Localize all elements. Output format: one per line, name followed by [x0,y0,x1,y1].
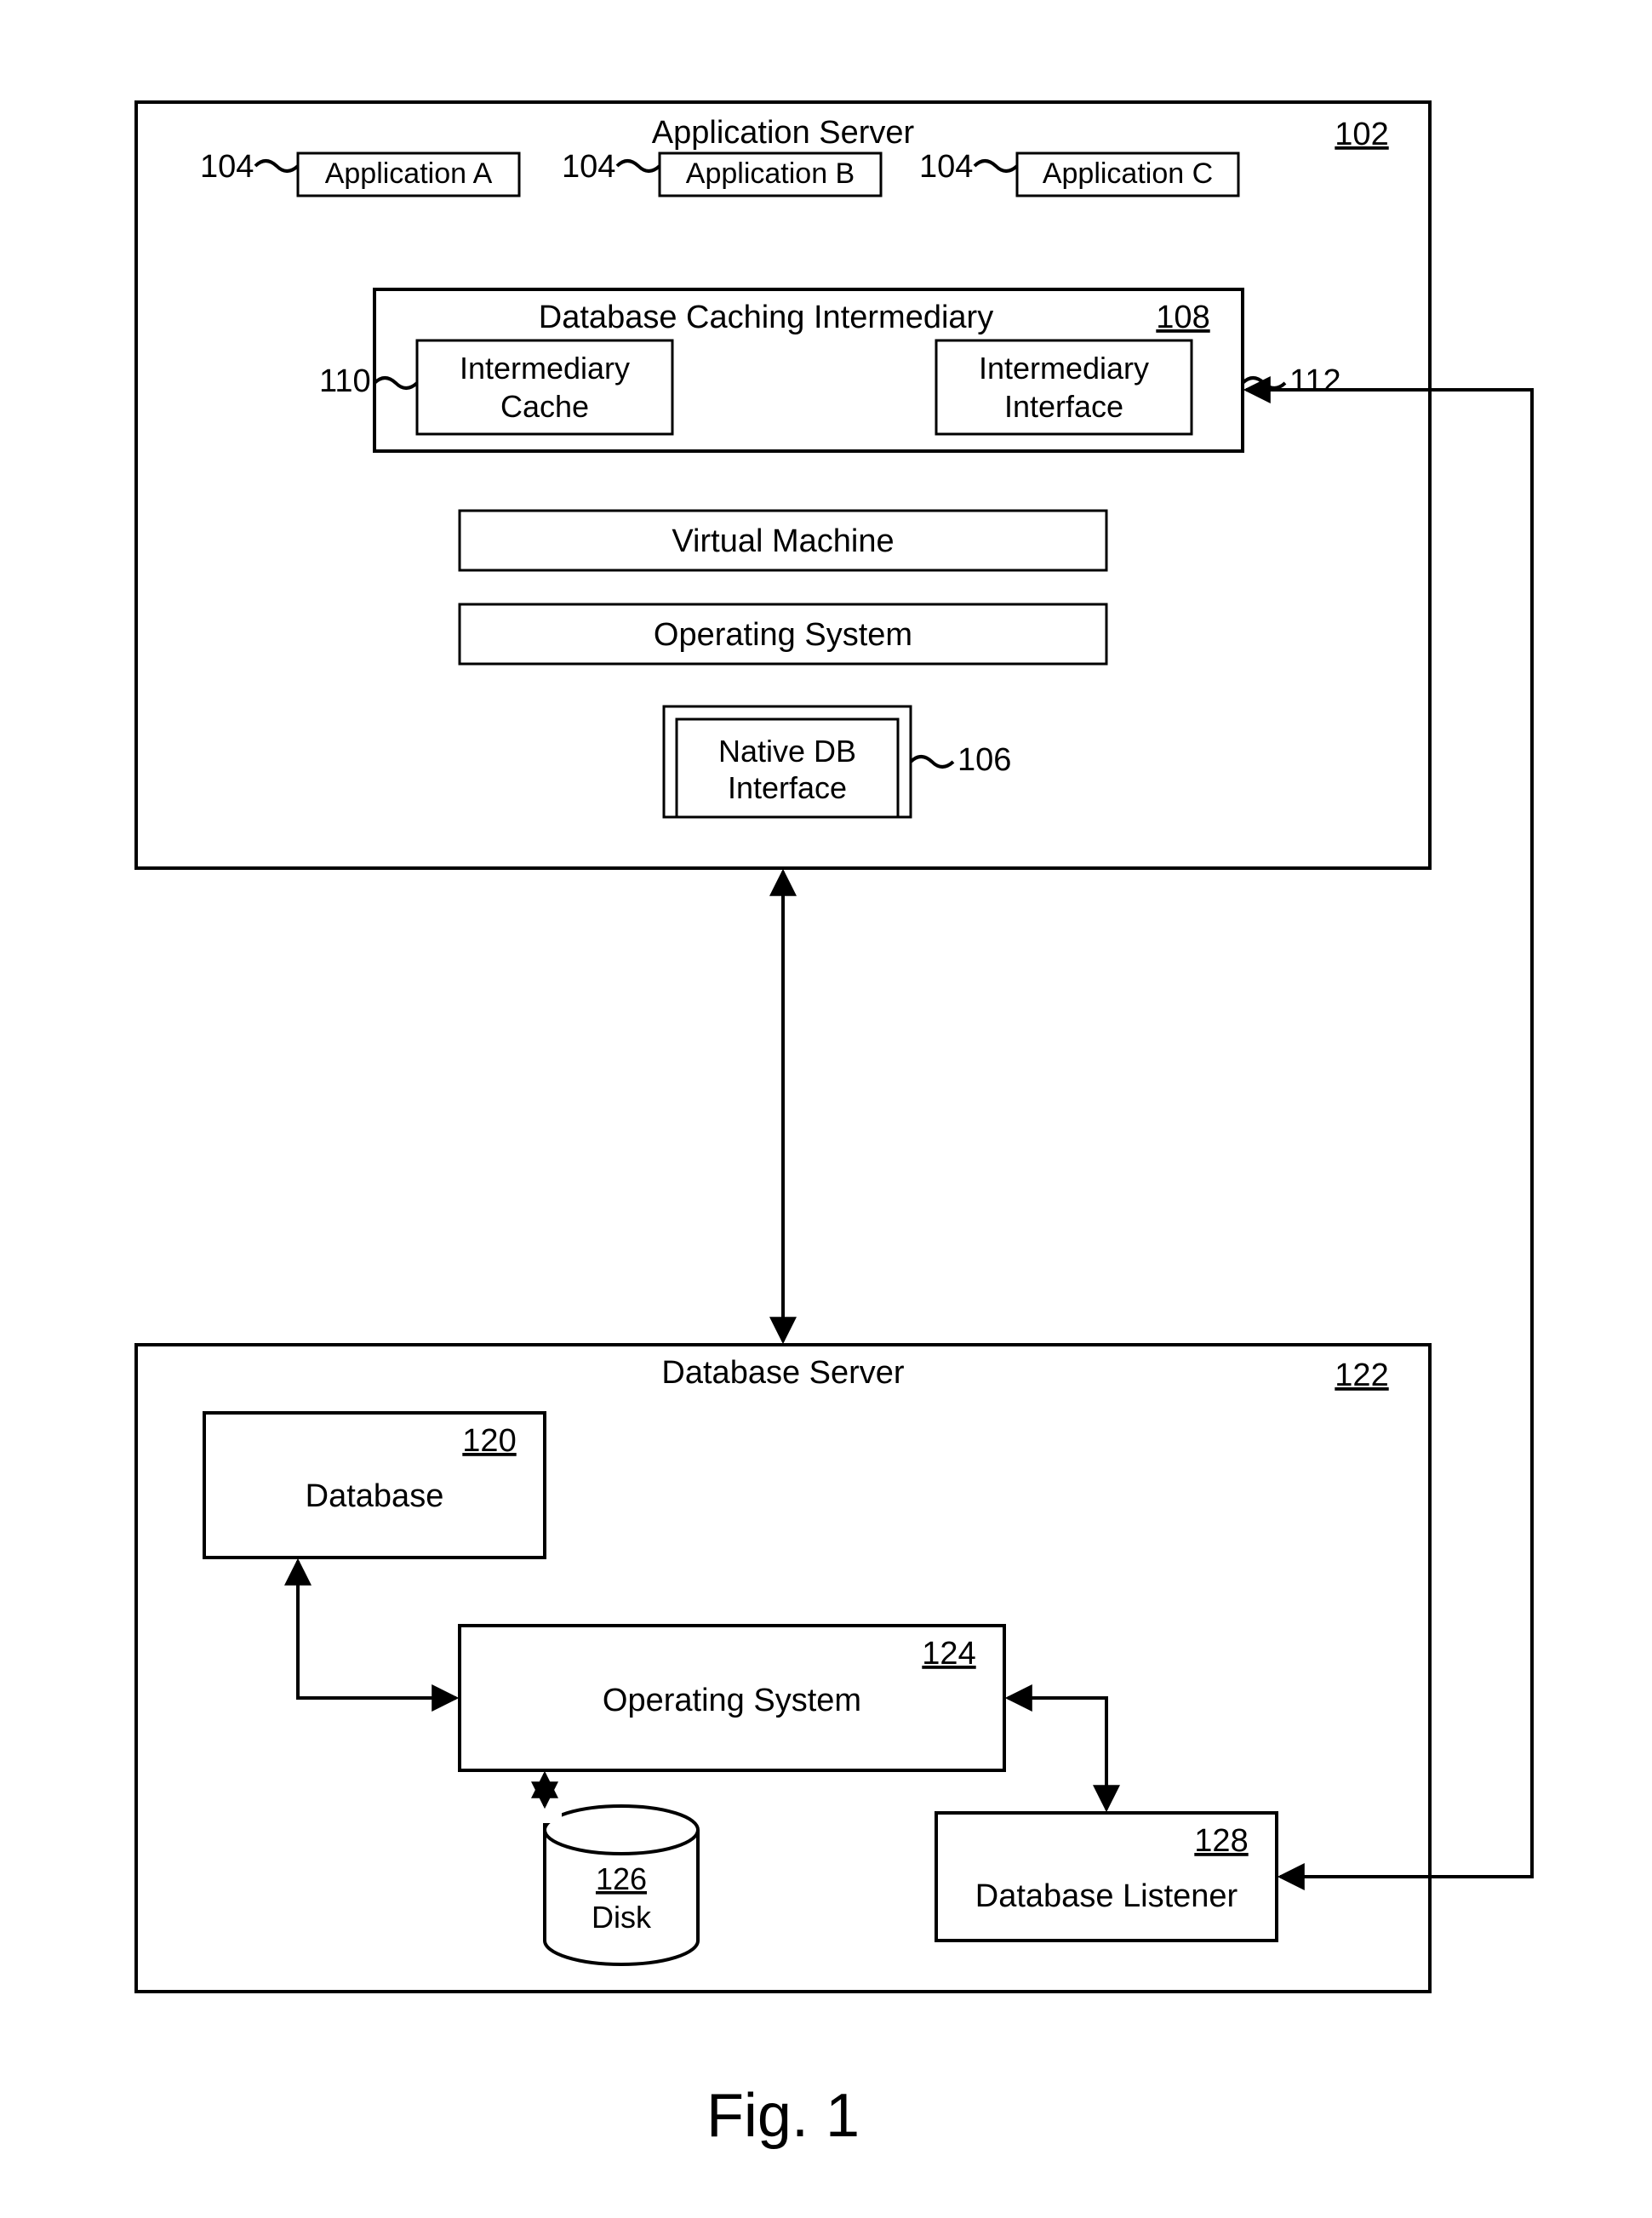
db-server-ref: 122 [1335,1358,1388,1393]
app-server-title: Application Server [652,115,915,151]
disk-ref: 126 [596,1861,647,1896]
native-db-l1: Native DB [718,734,856,769]
native-db-l2: Interface [728,770,847,805]
dci-interface-l1: Intermediary [979,351,1149,386]
dci-interface-ref: 112 [1289,363,1341,399]
dci-title: Database Caching Intermediary [539,300,993,335]
figure-svg: Application Server 102 Application A App… [0,0,1652,2218]
db-listener-label: Database Listener [975,1878,1238,1914]
dci-cache-ref: 110 [319,363,371,399]
vm-label: Virtual Machine [672,523,894,559]
dci-ref: 108 [1156,300,1209,335]
app-b-label: Application B [686,157,855,190]
app-b-ref: 104 [562,149,615,185]
app-c-ref: 104 [919,149,973,185]
figure-caption: Fig. 1 [706,2082,860,2150]
native-db-ref: 106 [957,742,1011,778]
dci-cache-l2: Cache [500,389,589,424]
app-server-ref: 102 [1335,117,1388,152]
disk-label: Disk [592,1900,652,1935]
db-os-label: Operating System [603,1683,861,1718]
db-listener-ref: 128 [1194,1823,1248,1859]
database-label: Database [306,1478,444,1514]
app-a-ref: 104 [200,149,254,185]
db-os-ref: 124 [922,1636,975,1672]
dci-interface-l2: Interface [1004,389,1123,424]
app-os-label: Operating System [654,617,912,653]
app-a-label: Application A [325,157,493,190]
db-server-title: Database Server [661,1355,904,1391]
app-c-label: Application C [1043,157,1213,190]
dci-cache-l1: Intermediary [460,351,630,386]
database-ref: 120 [462,1423,516,1459]
